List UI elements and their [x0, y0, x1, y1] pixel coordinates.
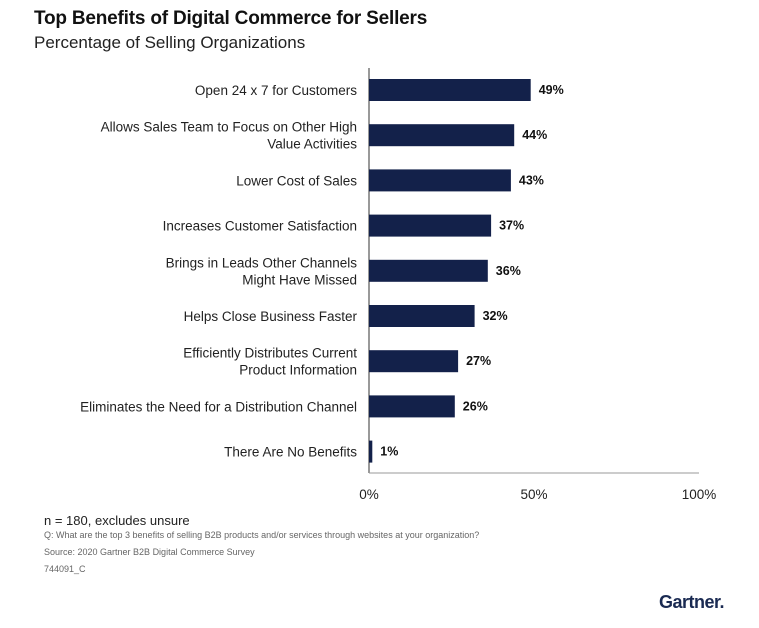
bar-value-label: 32%: [483, 309, 508, 323]
x-tick-label: 100%: [682, 487, 717, 502]
category-label: There Are No Benefits: [224, 445, 357, 460]
x-tick-label: 50%: [520, 487, 547, 502]
category-label: Brings in Leads Other Channels: [166, 255, 358, 270]
category-label: Increases Customer Satisfaction: [163, 219, 357, 234]
bar: [369, 305, 475, 327]
bar: [369, 259, 488, 282]
chart-subtitle: Percentage of Selling Organizations: [34, 33, 306, 52]
sample-size-note: n = 180, excludes unsure: [44, 513, 190, 528]
bar: [369, 124, 515, 147]
bar-value-label: 44%: [522, 128, 547, 142]
bar: [369, 440, 373, 463]
bar: [369, 214, 492, 237]
bar-chart: 49% Open 24 x 7 for Customers 44% Allows Sa…: [80, 68, 717, 502]
bar: [369, 395, 455, 418]
logo-text: Gartner: [659, 592, 720, 612]
logo-dot: .: [719, 592, 725, 612]
chart-title: Top Benefits of Digital Commerce for Sel…: [34, 8, 428, 29]
category-label: Open 24 x 7 for Customers: [195, 83, 357, 98]
chart-id: 744091_C: [44, 564, 86, 574]
category-label: Lower Cost of Sales: [236, 173, 357, 188]
bar: [369, 169, 511, 192]
bar-value-label: 36%: [496, 264, 521, 278]
bar-value-label: 1%: [380, 445, 398, 459]
category-label: Value Activities: [267, 137, 357, 152]
bar-value-label: 43%: [519, 173, 544, 187]
bar-value-label: 27%: [466, 354, 491, 368]
x-tick-label: 0%: [359, 487, 379, 502]
question-note: Q: What are the top 3 benefits of sellin…: [44, 530, 480, 540]
category-label: Efficiently Distributes Current: [183, 346, 357, 361]
bar: [369, 350, 459, 373]
bar-value-label: 49%: [539, 83, 564, 97]
bar-value-label: 26%: [463, 399, 488, 413]
category-label: Allows Sales Team to Focus on Other High: [101, 120, 357, 135]
gartner-logo: Gartner.: [659, 592, 724, 613]
category-label: Eliminates the Need for a Distribution C…: [80, 399, 357, 414]
category-label: Helps Close Business Faster: [184, 309, 358, 324]
category-label: Might Have Missed: [242, 272, 357, 287]
category-label: Product Information: [239, 363, 357, 378]
bar: [369, 79, 531, 101]
source-note: Source: 2020 Gartner B2B Digital Commerc…: [44, 547, 255, 557]
bar-value-label: 37%: [499, 219, 524, 233]
